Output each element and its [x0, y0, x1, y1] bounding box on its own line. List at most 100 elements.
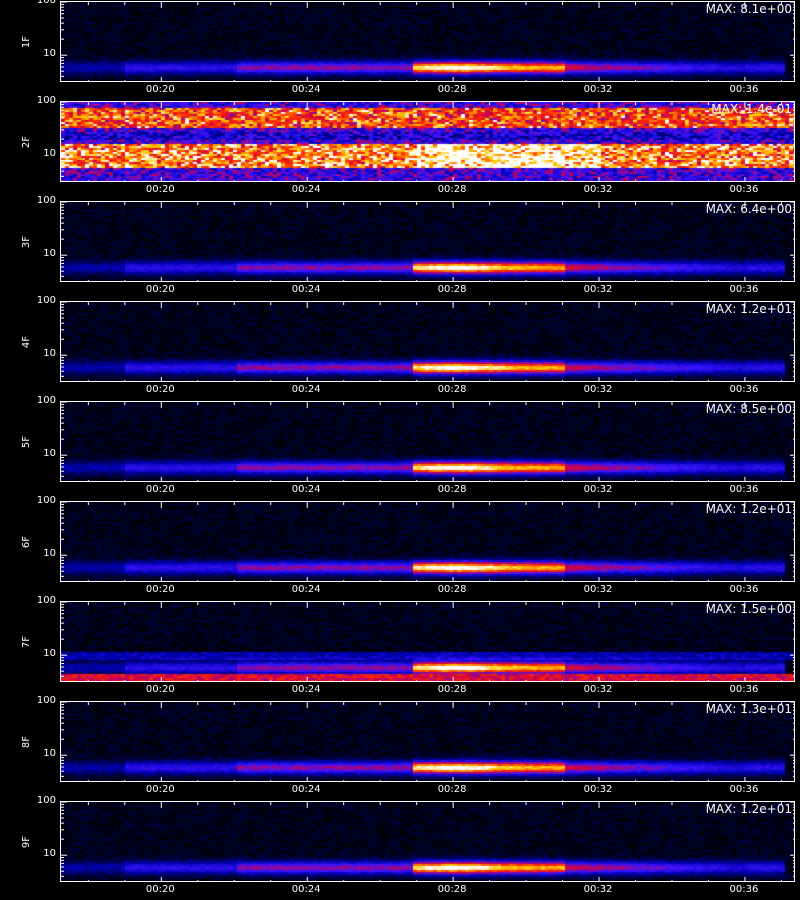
- x-tick-label: 00:28: [437, 184, 467, 195]
- spectrogram-heatmap: [61, 402, 794, 481]
- max-value-label: MAX: 1.5e+00: [705, 602, 792, 616]
- x-tick-label: 00:32: [583, 484, 613, 495]
- x-tick-label: 00:28: [437, 584, 467, 595]
- axis-ticks: [61, 502, 794, 581]
- x-tick-label: 00:24: [291, 884, 321, 895]
- x-tick-label: 00:20: [145, 784, 175, 795]
- x-tick-label: 00:20: [145, 484, 175, 495]
- y-tick-label: 100: [36, 595, 56, 606]
- spectrogram-plot-area: [60, 301, 795, 382]
- x-tick-label: 00:36: [729, 584, 759, 595]
- spectrogram-heatmap: [61, 802, 794, 881]
- x-tick-label: 00:36: [729, 484, 759, 495]
- spectrogram-heatmap: [61, 102, 794, 181]
- y-tick-label: 100: [36, 95, 56, 106]
- spectrogram-heatmap: [61, 702, 794, 781]
- spectrogram-plot-area: [60, 101, 795, 182]
- x-tick-label: 00:36: [729, 784, 759, 795]
- x-tick-label: 00:24: [291, 584, 321, 595]
- x-tick-label: 00:32: [583, 684, 613, 695]
- spectrogram-heatmap: [61, 502, 794, 581]
- x-tick-label: 00:20: [145, 284, 175, 295]
- x-tick-label: 00:24: [291, 84, 321, 95]
- max-value-label: MAX: 1.2e+01: [705, 502, 792, 516]
- spectrogram-panel: 4F 100 10 MAX: 1.2e+01 00:20 00:24 00:28 00:32 0…: [0, 296, 800, 400]
- spectrogram-panel: 3F 100 10 MAX: 6.4e+00 00:20 00:24 00:28 00:32 0…: [0, 196, 800, 300]
- spectrogram-panel: 8F 100 10 MAX: 1.3e+01 00:20 00:24 00:28 00:32 0…: [0, 696, 800, 800]
- x-tick-label: 00:28: [437, 484, 467, 495]
- spectrogram-plot-area: [60, 201, 795, 282]
- x-tick-label: 00:20: [145, 884, 175, 895]
- y-tick-label: 10: [43, 648, 56, 660]
- spectrogram-panel: 7F 100 10 MAX: 1.5e+00 00:20 00:24 00:28 00:32 0…: [0, 596, 800, 700]
- x-tick-label: 00:24: [291, 784, 321, 795]
- x-tick-label: 00:24: [291, 384, 321, 395]
- x-tick-label: 00:20: [145, 384, 175, 395]
- x-tick-label: 00:32: [583, 384, 613, 395]
- axis-ticks: [61, 202, 794, 281]
- x-tick-label: 00:20: [145, 84, 175, 95]
- y-tick-label: 10: [43, 248, 56, 260]
- axis-ticks: [61, 302, 794, 381]
- axis-ticks: [61, 802, 794, 881]
- axis-ticks: [61, 102, 794, 181]
- y-tick-label: 10: [43, 148, 56, 160]
- axis-ticks: [61, 702, 794, 781]
- y-tick-label: 100: [36, 0, 56, 6]
- spectrogram-panel: 2F 100 10 MAX: 1.4e-01 00:20 00:24 00:28 00:32 0…: [0, 96, 800, 200]
- max-value-label: MAX: 8.1e+00: [705, 2, 792, 16]
- y-tick-label: 10: [43, 448, 56, 460]
- max-value-label: MAX: 1.2e+01: [705, 802, 792, 816]
- spectrogram-plot-area: [60, 801, 795, 882]
- x-tick-label: 00:32: [583, 784, 613, 795]
- x-tick-label: 00:24: [291, 184, 321, 195]
- max-value-label: MAX: 1.4e-01: [711, 102, 792, 116]
- x-tick-label: 00:20: [145, 684, 175, 695]
- max-value-label: MAX: 6.4e+00: [705, 202, 792, 216]
- x-tick-label: 00:36: [729, 684, 759, 695]
- spectrogram-heatmap: [61, 302, 794, 381]
- spectrogram-panel: 5F 100 10 MAX: 8.5e+00 00:20 00:24 00:28 00:32 0…: [0, 396, 800, 500]
- y-tick-label: 100: [36, 195, 56, 206]
- spectrogram-plot-area: [60, 601, 795, 682]
- max-value-label: MAX: 1.3e+01: [705, 702, 792, 716]
- y-tick-label: 10: [43, 348, 56, 360]
- x-tick-label: 00:36: [729, 284, 759, 295]
- y-tick-label: 100: [36, 795, 56, 806]
- y-tick-label: 100: [36, 695, 56, 706]
- x-tick-label: 00:36: [729, 184, 759, 195]
- x-tick-label: 00:28: [437, 684, 467, 695]
- spectrogram-plot-area: [60, 701, 795, 782]
- x-tick-label: 00:20: [145, 584, 175, 595]
- x-tick-label: 00:36: [729, 84, 759, 95]
- spectrogram-heatmap: [61, 2, 794, 81]
- spectrogram-plot-area: [60, 501, 795, 582]
- spectrogram-heatmap: [61, 602, 794, 681]
- x-tick-label: 00:32: [583, 184, 613, 195]
- x-tick-label: 00:24: [291, 484, 321, 495]
- spectrogram-panel: 1F 100 10 MAX: 8.1e+00 00:20 00:24 00:28 00:32 0…: [0, 0, 800, 100]
- spectrogram-plot-area: [60, 401, 795, 482]
- axis-ticks: [61, 2, 794, 81]
- axis-ticks: [61, 602, 794, 681]
- x-tick-label: 00:24: [291, 684, 321, 695]
- y-tick-label: 10: [43, 848, 56, 860]
- max-value-label: MAX: 8.5e+00: [705, 402, 792, 416]
- x-tick-label: 00:28: [437, 884, 467, 895]
- x-tick-label: 00:28: [437, 384, 467, 395]
- spectrogram-panel: 9F 100 10 MAX: 1.2e+01 00:20 00:24 00:28 00:32 0…: [0, 796, 800, 900]
- y-tick-label: 100: [36, 295, 56, 306]
- x-tick-label: 00:28: [437, 84, 467, 95]
- x-tick-label: 00:32: [583, 884, 613, 895]
- x-tick-label: 00:20: [145, 184, 175, 195]
- y-tick-label: 100: [36, 395, 56, 406]
- x-tick-label: 00:36: [729, 384, 759, 395]
- x-tick-label: 00:24: [291, 284, 321, 295]
- max-value-label: MAX: 1.2e+01: [705, 302, 792, 316]
- x-tick-label: 00:28: [437, 784, 467, 795]
- x-tick-label: 00:36: [729, 884, 759, 895]
- y-tick-label: 10: [43, 548, 56, 560]
- x-tick-label: 00:32: [583, 84, 613, 95]
- spectrogram-plot-area: [60, 1, 795, 82]
